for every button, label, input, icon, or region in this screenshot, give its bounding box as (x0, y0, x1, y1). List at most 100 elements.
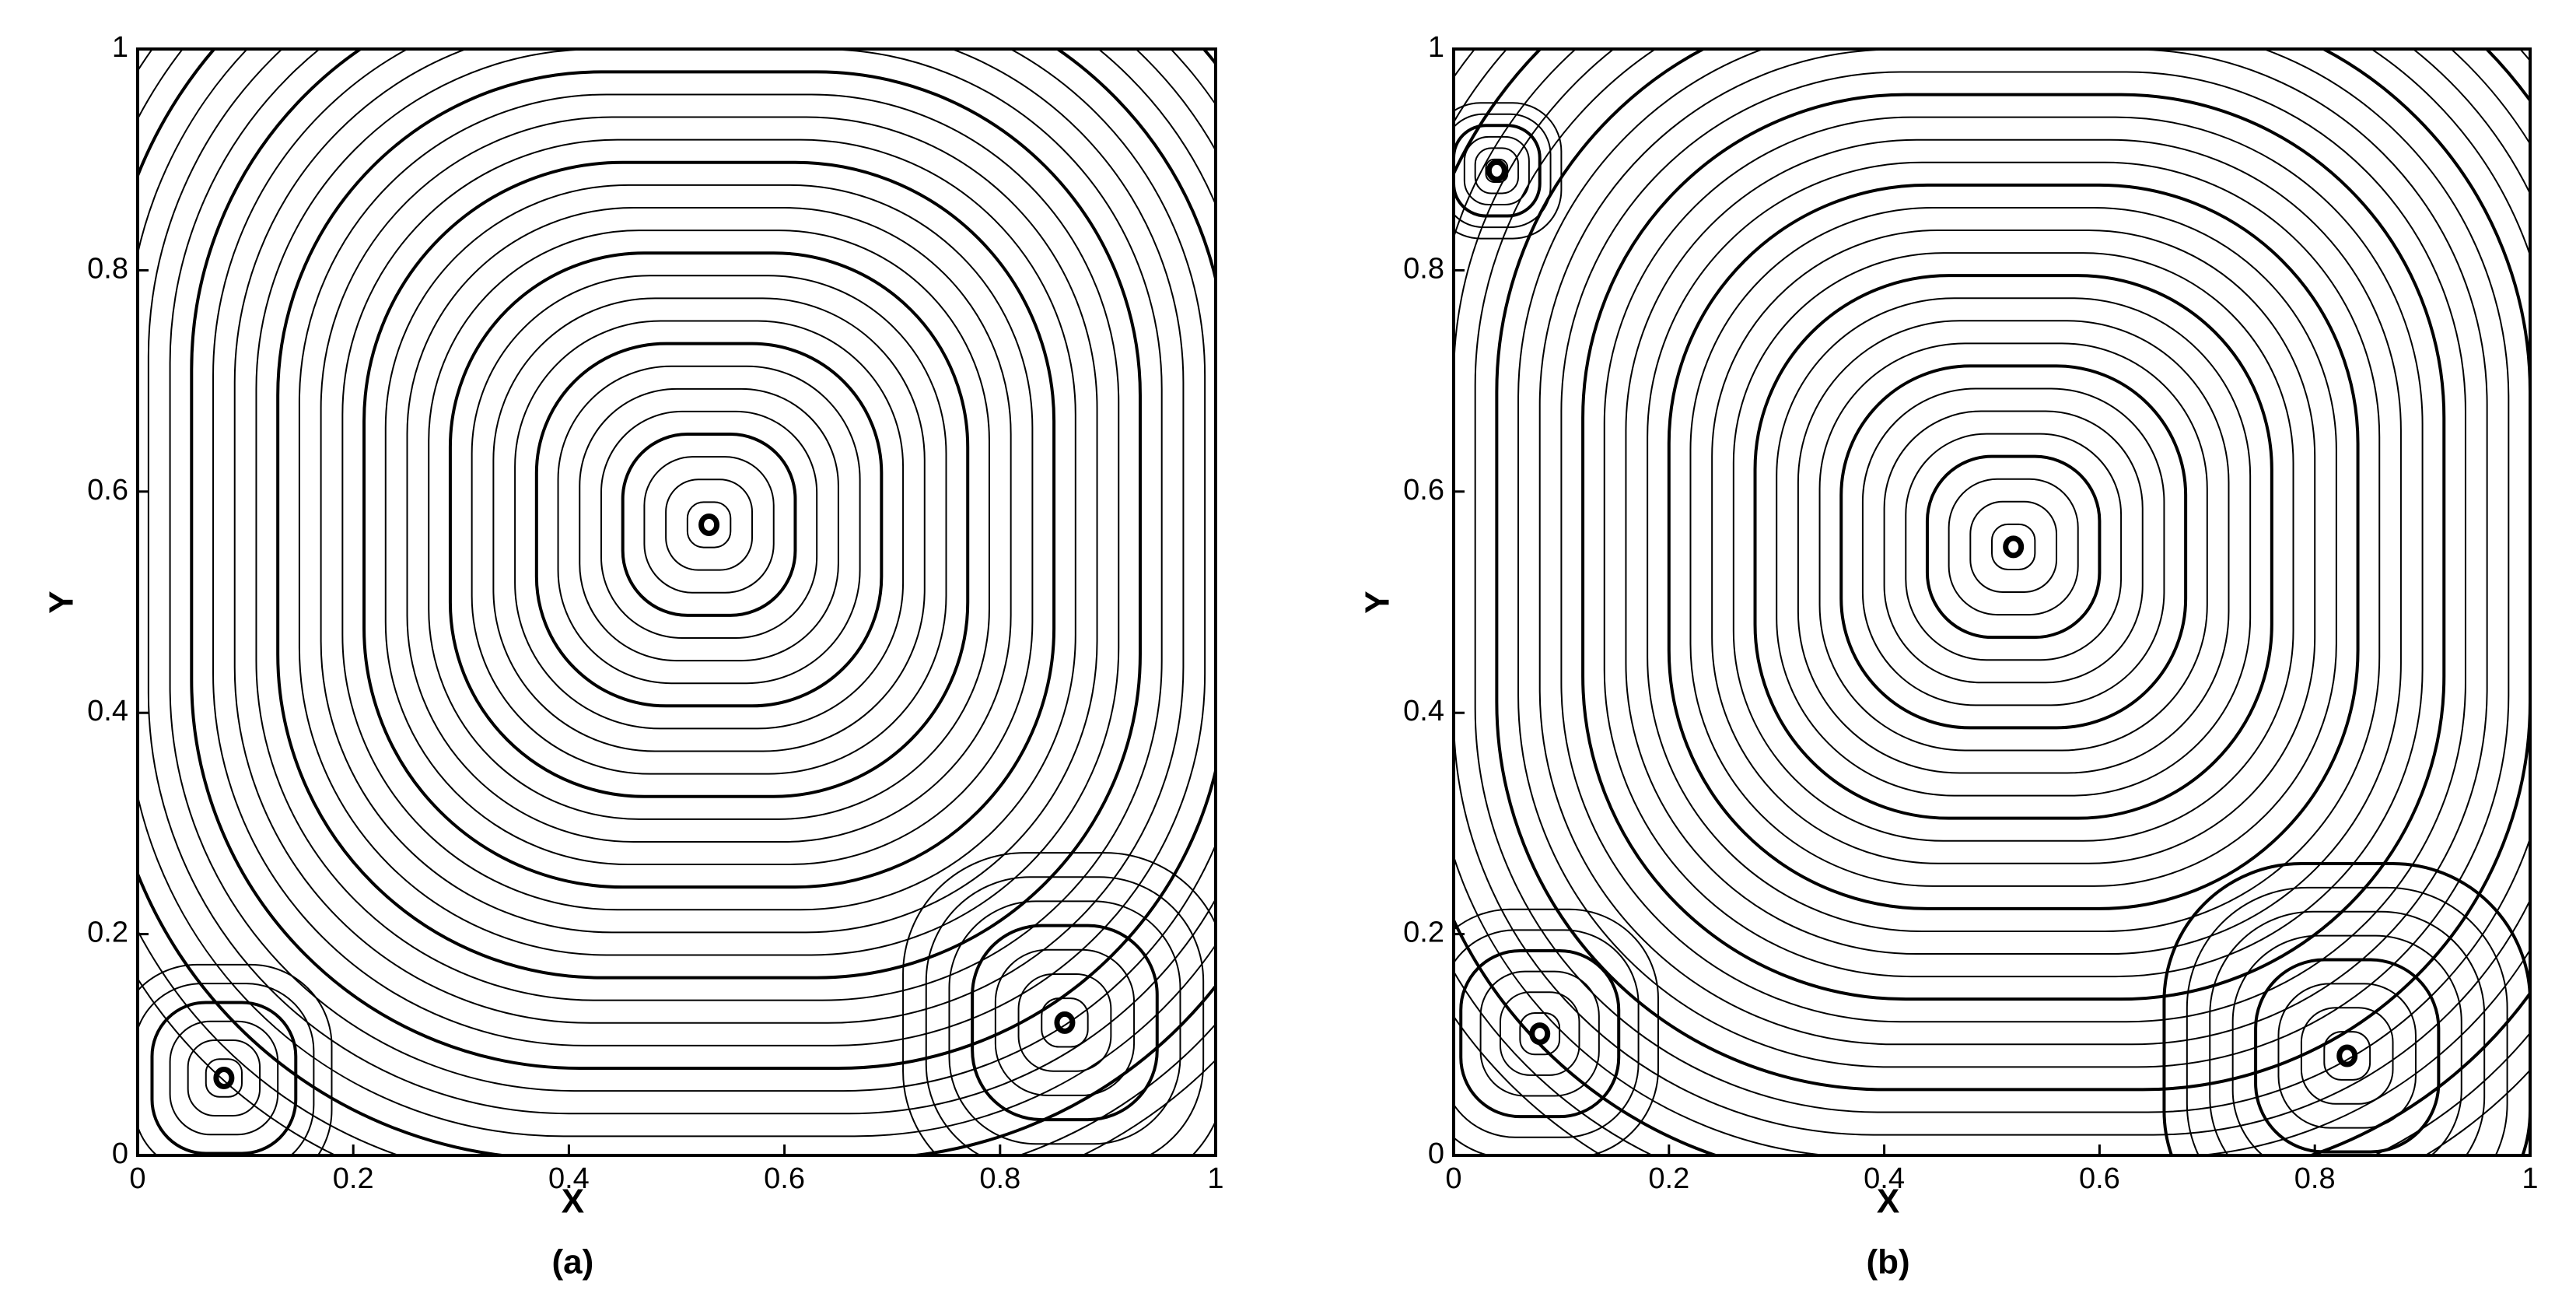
x-tick-label: 0 (1445, 1162, 1461, 1195)
streamline (1732, 252, 2294, 842)
x-tick-label: 0 (129, 1162, 145, 1195)
y-tick-label: 0.4 (87, 695, 128, 727)
vortex (138, 49, 1216, 1155)
panel-caption: (b) (1867, 1243, 1910, 1281)
y-tick-label: 0.8 (1403, 252, 1444, 285)
y-tick-label: 0.6 (1403, 474, 1444, 507)
streamline (428, 230, 990, 820)
x-tick-label: 0.2 (1648, 1162, 1689, 1195)
y-tick-label: 0.6 (87, 474, 128, 507)
streamline (1603, 116, 2424, 978)
streamline (1517, 49, 2510, 1068)
streamline (1991, 523, 2036, 570)
streamline (1753, 274, 2273, 820)
streamline (1905, 433, 2123, 661)
y-axis-label: Y (43, 591, 81, 613)
streamline (341, 138, 1076, 911)
vortex-core (2003, 535, 2025, 559)
streamline (1454, 124, 1542, 218)
streamlines (1454, 49, 2530, 1155)
streamline (1925, 454, 2102, 640)
vortex (1454, 49, 2530, 1155)
streamline (138, 49, 1216, 1137)
streamline (2209, 910, 2486, 1155)
streamline (1797, 320, 2230, 774)
streamline (1017, 973, 1112, 1072)
x-axis-label: X (1877, 1183, 1899, 1221)
streamline (665, 478, 754, 571)
vortex-core (1529, 1022, 1551, 1046)
streamline (643, 456, 775, 594)
streamline (2277, 983, 2417, 1129)
streamline (1454, 102, 1563, 240)
streamline (276, 70, 1142, 980)
streamline (1625, 138, 2402, 955)
vortex (138, 963, 333, 1155)
streamline (971, 924, 1159, 1122)
streamline (534, 342, 884, 708)
streamline (169, 49, 1216, 1092)
streamline (1948, 478, 2079, 616)
y-tick-label: 1 (1428, 31, 1444, 64)
vortex-core (213, 1066, 235, 1089)
streamline (2254, 958, 2441, 1154)
streamline (492, 297, 926, 752)
streamline (362, 160, 1056, 889)
streamline (1689, 206, 2337, 887)
streamline (471, 275, 947, 775)
streamline (1454, 49, 2530, 1136)
streamline (1474, 49, 2530, 1113)
streamline (1479, 970, 1600, 1097)
streamline (1041, 997, 1089, 1048)
plot-frame (136, 47, 1217, 1157)
streamline (233, 49, 1185, 1024)
vortex (1454, 908, 1659, 1155)
streamline (138, 963, 333, 1155)
streamline (621, 433, 797, 617)
streamline (1538, 49, 2488, 1046)
streamline (1581, 93, 2446, 1001)
y-tick-label: 0 (1428, 1137, 1444, 1170)
streamline (169, 1020, 279, 1136)
streamline (2323, 1031, 2371, 1081)
streamline (514, 320, 905, 730)
x-tick-label: 1 (2522, 1162, 2538, 1195)
streamline (255, 49, 1163, 1001)
vortex-core (1054, 1011, 1076, 1034)
y-tick-label: 0.4 (1403, 695, 1444, 727)
x-tick-label: 0.8 (979, 1162, 1020, 1195)
plot-frame (1452, 47, 2532, 1157)
streamline (1499, 991, 1580, 1076)
streamline (1474, 147, 1520, 195)
streamline (1647, 161, 2381, 932)
streamline (1667, 183, 2360, 910)
streamline (448, 251, 970, 798)
y-tick-label: 1 (112, 31, 128, 64)
streamlines (138, 49, 1216, 1155)
streamline (320, 116, 1098, 934)
streamline (2186, 886, 2508, 1155)
streamline (1883, 410, 2144, 684)
x-tick-label: 0.6 (2079, 1162, 2120, 1195)
vortex (1454, 102, 1563, 240)
streamline (187, 1039, 261, 1116)
y-axis-label: Y (1359, 591, 1397, 613)
vortex-core (698, 513, 720, 536)
x-tick-label: 0.8 (2294, 1162, 2336, 1195)
vortex-core (1486, 159, 1507, 182)
x-tick-label: 0.6 (764, 1162, 805, 1195)
streamline (1560, 71, 2466, 1023)
streamline (925, 876, 1205, 1155)
streamline (1861, 387, 2165, 706)
y-tick-label: 0 (112, 1137, 128, 1170)
streamline (205, 1058, 243, 1098)
streamline (150, 1001, 298, 1155)
streamline (298, 93, 1120, 956)
vortex-core (2336, 1044, 2358, 1067)
streamline (994, 948, 1136, 1096)
y-tick-label: 0.2 (1403, 917, 1444, 949)
streamline (1485, 158, 1509, 183)
streamline (2300, 1007, 2394, 1105)
streamline (557, 365, 861, 685)
streamline (1776, 297, 2252, 797)
